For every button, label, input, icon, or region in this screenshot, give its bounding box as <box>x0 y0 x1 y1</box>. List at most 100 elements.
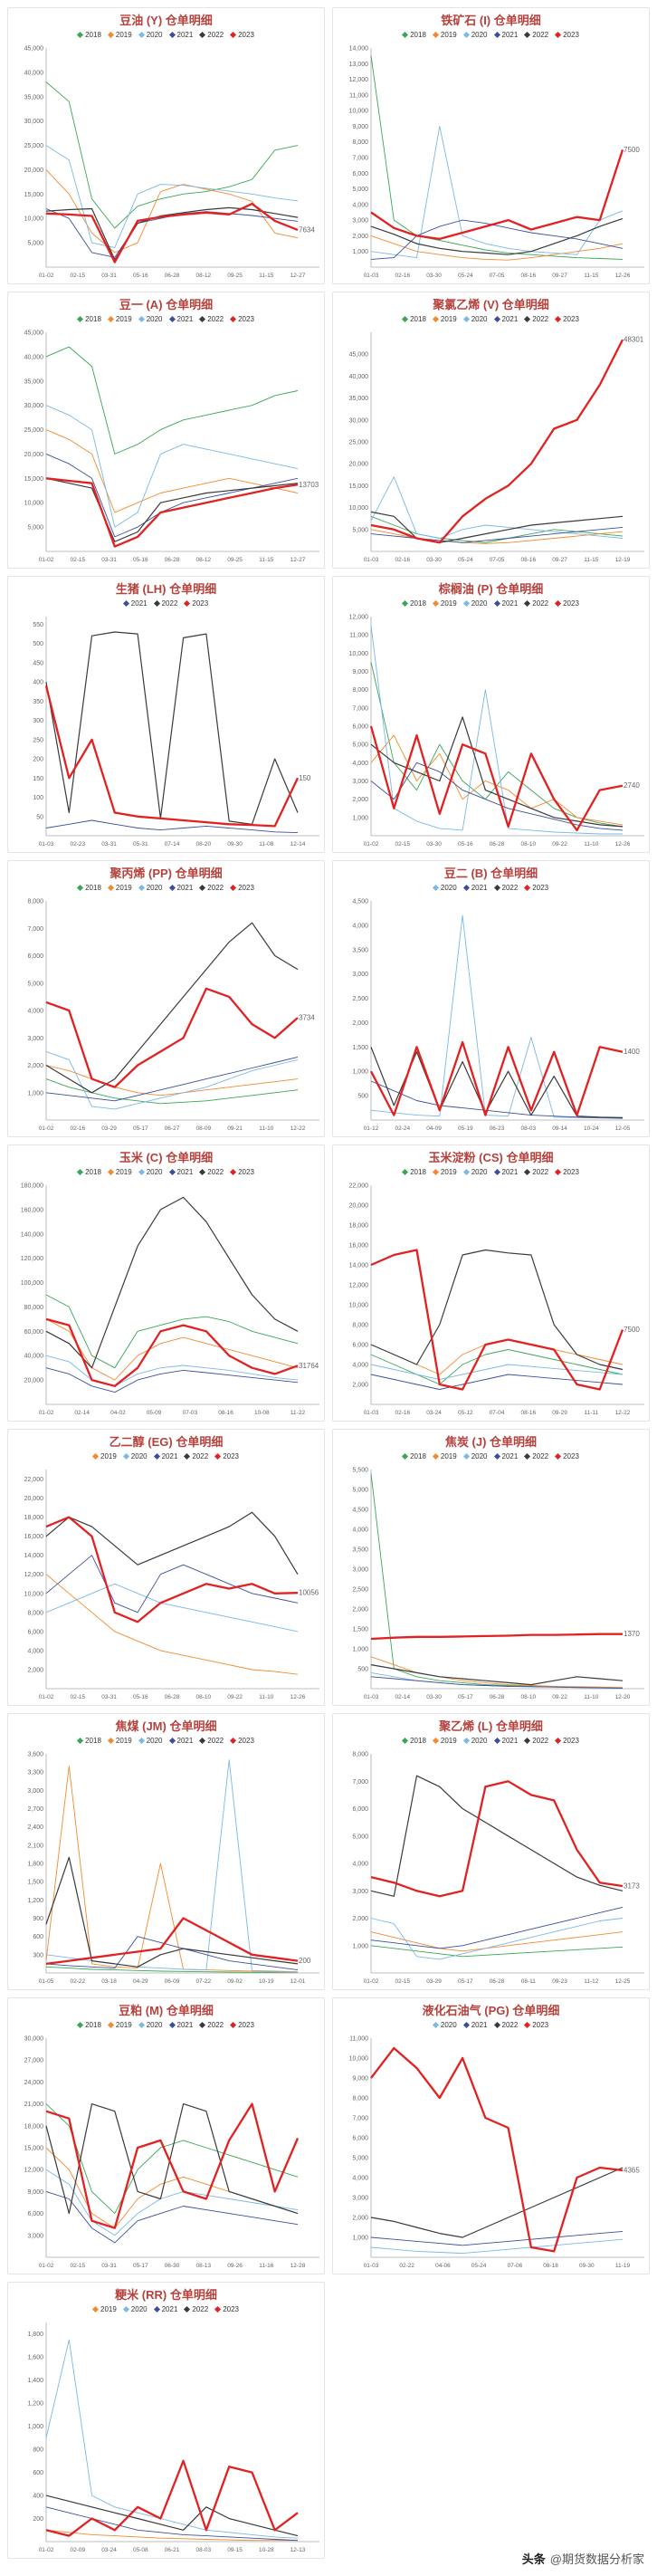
x-tick-label: 11-10 <box>584 841 599 847</box>
legend-marker-icon <box>493 2021 500 2029</box>
legend-item: 2019 <box>91 1452 117 1460</box>
legend-marker-icon <box>153 2305 160 2313</box>
x-tick-label: 03-31 <box>101 273 117 279</box>
series-line-2022 <box>45 2495 299 2537</box>
chart-card: 玉米淀粉 (CS) 仓单明细 2018 2019 2020 2021 2022 2023 … <box>332 1144 650 1422</box>
legend-item: 2018 <box>402 1737 426 1745</box>
y-tick-label: 3,000 <box>27 1788 43 1795</box>
chart-legend: 2019 2020 2021 2022 2023 <box>9 2303 323 2315</box>
legend-item: 2023 <box>230 1168 254 1176</box>
series-line-2020 <box>370 626 623 835</box>
series-end-label: 200 <box>299 1957 311 1965</box>
x-tick-label: 01-03 <box>39 841 54 847</box>
chart-card: 液化石油气 (PG) 仓单明细 2020 2021 2022 2023 1,000 2,… <box>332 1997 650 2274</box>
chart-plot: 20,000 40,000 60,000 80,000 100,000 120,000 14… <box>21 1183 319 1416</box>
series-line-2021 <box>370 1080 624 1119</box>
y-tick-label: 5,000 <box>27 525 43 531</box>
x-tick-label: 08-03 <box>520 1125 536 1132</box>
series-end-label: 7634 <box>299 225 315 234</box>
series-line-2018 <box>370 515 624 543</box>
y-tick-label: 450 <box>33 660 43 666</box>
legend-year-label: 2020 <box>146 884 163 892</box>
chart-card: 聚氯乙烯 (V) 仓单明细 2018 2019 2020 2021 2022 2023 5… <box>332 292 650 569</box>
chart-card: 豆二 (B) 仓单明细 2020 2021 2022 2023 500 1,000 1,5… <box>332 860 650 1137</box>
series-line-2018 <box>370 55 624 260</box>
chart-plot: 1,000 2,000 3,000 4,000 5,000 6,000 7,000 8,000… <box>349 615 644 847</box>
legend-marker-icon <box>199 884 206 892</box>
series-line-2023 <box>45 2459 299 2537</box>
legend-year-label: 2021 <box>176 2021 194 2029</box>
series-line-2023 <box>45 1516 299 1623</box>
y-tick-label: 140,000 <box>21 1231 43 1238</box>
x-tick-label: 11-16 <box>259 2263 274 2269</box>
x-tick-label: 02-16 <box>395 273 410 279</box>
legend-item: 2022 <box>524 1452 548 1460</box>
legend-marker-icon <box>462 1168 470 1176</box>
legend-marker-icon <box>493 31 500 39</box>
chart-title: 聚丙烯 (PP) 仓单明细 <box>110 867 223 880</box>
legend-marker-icon <box>524 599 531 608</box>
chart-card: 焦炭 (J) 仓单明细 2018 2019 2020 2021 2022 2023 500… <box>332 1429 650 1706</box>
x-tick-label: 03-31 <box>101 557 117 563</box>
x-tick-label: 11-22 <box>290 1410 306 1416</box>
legend-marker-icon <box>230 315 237 323</box>
legend-item: 2018 <box>77 315 101 323</box>
legend-item: 2018 <box>77 1168 101 1176</box>
legend-marker-icon <box>402 1452 409 1460</box>
y-tick-label: 1,000 <box>352 815 368 821</box>
series-line-2020 <box>45 145 299 248</box>
legend-marker-icon <box>107 31 114 39</box>
y-tick-label: 11,000 <box>349 92 368 99</box>
y-tick-label: 18,000 <box>349 1223 369 1230</box>
x-tick-label: 02-23 <box>70 841 85 847</box>
legend-item: 2019 <box>432 31 457 39</box>
x-tick-label: 05-24 <box>458 273 473 279</box>
legend-year-label: 2022 <box>192 2305 209 2313</box>
y-tick-label: 6,000 <box>27 2211 43 2217</box>
x-tick-label: 07-06 <box>508 2263 523 2269</box>
x-tick-label: 05-24 <box>471 2263 487 2269</box>
x-tick-label: 02-15 <box>70 1694 85 1700</box>
y-tick-label: 7,000 <box>352 156 368 162</box>
x-tick-label: 12-01 <box>290 1978 306 1985</box>
y-tick-label: 30,000 <box>24 403 44 409</box>
x-tick-label: 06-27 <box>165 1125 180 1132</box>
x-tick-label: 03-30 <box>426 273 442 279</box>
series-end-label: 13703 <box>299 481 319 489</box>
legend-item: 2022 <box>199 315 224 323</box>
legend-item: 2023 <box>230 315 254 323</box>
x-tick-label: 04-29 <box>133 1978 148 1985</box>
y-tick-label: 8,000 <box>27 899 43 905</box>
y-tick-label: 25,000 <box>349 440 369 446</box>
x-tick-label: 01-03 <box>364 2263 379 2269</box>
x-tick-label: 02-16 <box>395 1410 410 1416</box>
x-tick-label: 12-13 <box>290 2547 306 2553</box>
y-tick-label: 3,000 <box>352 1567 368 1574</box>
legend-marker-icon <box>168 315 176 323</box>
legend-item: 2022 <box>524 1168 548 1176</box>
y-tick-label: 4,000 <box>27 1648 43 1654</box>
y-tick-label: 80,000 <box>24 1305 44 1311</box>
y-tick-label: 500 <box>357 1094 368 1100</box>
y-tick-label: 20,000 <box>24 1496 44 1502</box>
chart-card: 铁矿石 (I) 仓单明细 2018 2019 2020 2021 2022 2023 1,… <box>332 7 650 284</box>
legend-year-label: 2023 <box>238 2021 254 2029</box>
x-tick-label: 09-26 <box>227 2263 243 2269</box>
x-tick-label: 02-22 <box>399 2263 414 2269</box>
y-tick-label: 8,000 <box>27 1610 43 1616</box>
legend-item: 2018 <box>402 1452 426 1460</box>
chart-card: 生猪 (LH) 仓单明细 2021 2022 2023 50 100 150 200 250… <box>7 576 325 853</box>
legend-year-label: 2019 <box>115 31 132 39</box>
legend-marker-icon <box>107 315 114 323</box>
series-end-label: 7500 <box>624 1326 640 1334</box>
legend-year-label: 2023 <box>563 1168 579 1176</box>
x-tick-label: 08-12 <box>195 273 211 279</box>
chart-legend: 2018 2019 2020 2021 2022 2023 <box>334 313 648 325</box>
legend-item: 2021 <box>493 315 518 323</box>
legend-year-label: 2021 <box>501 1452 519 1460</box>
y-tick-label: 250 <box>33 737 43 743</box>
chart-plot: 50 100 150 200 250 300 350 400 450 500 550 01-03 02-… <box>33 617 319 847</box>
y-tick-label: 9,000 <box>352 2076 368 2083</box>
chart-plot: 2,000 4,000 6,000 8,000 10,000 12,000 14,000 16… <box>24 1470 319 1700</box>
watermark-brand: 头条 <box>521 2552 546 2566</box>
